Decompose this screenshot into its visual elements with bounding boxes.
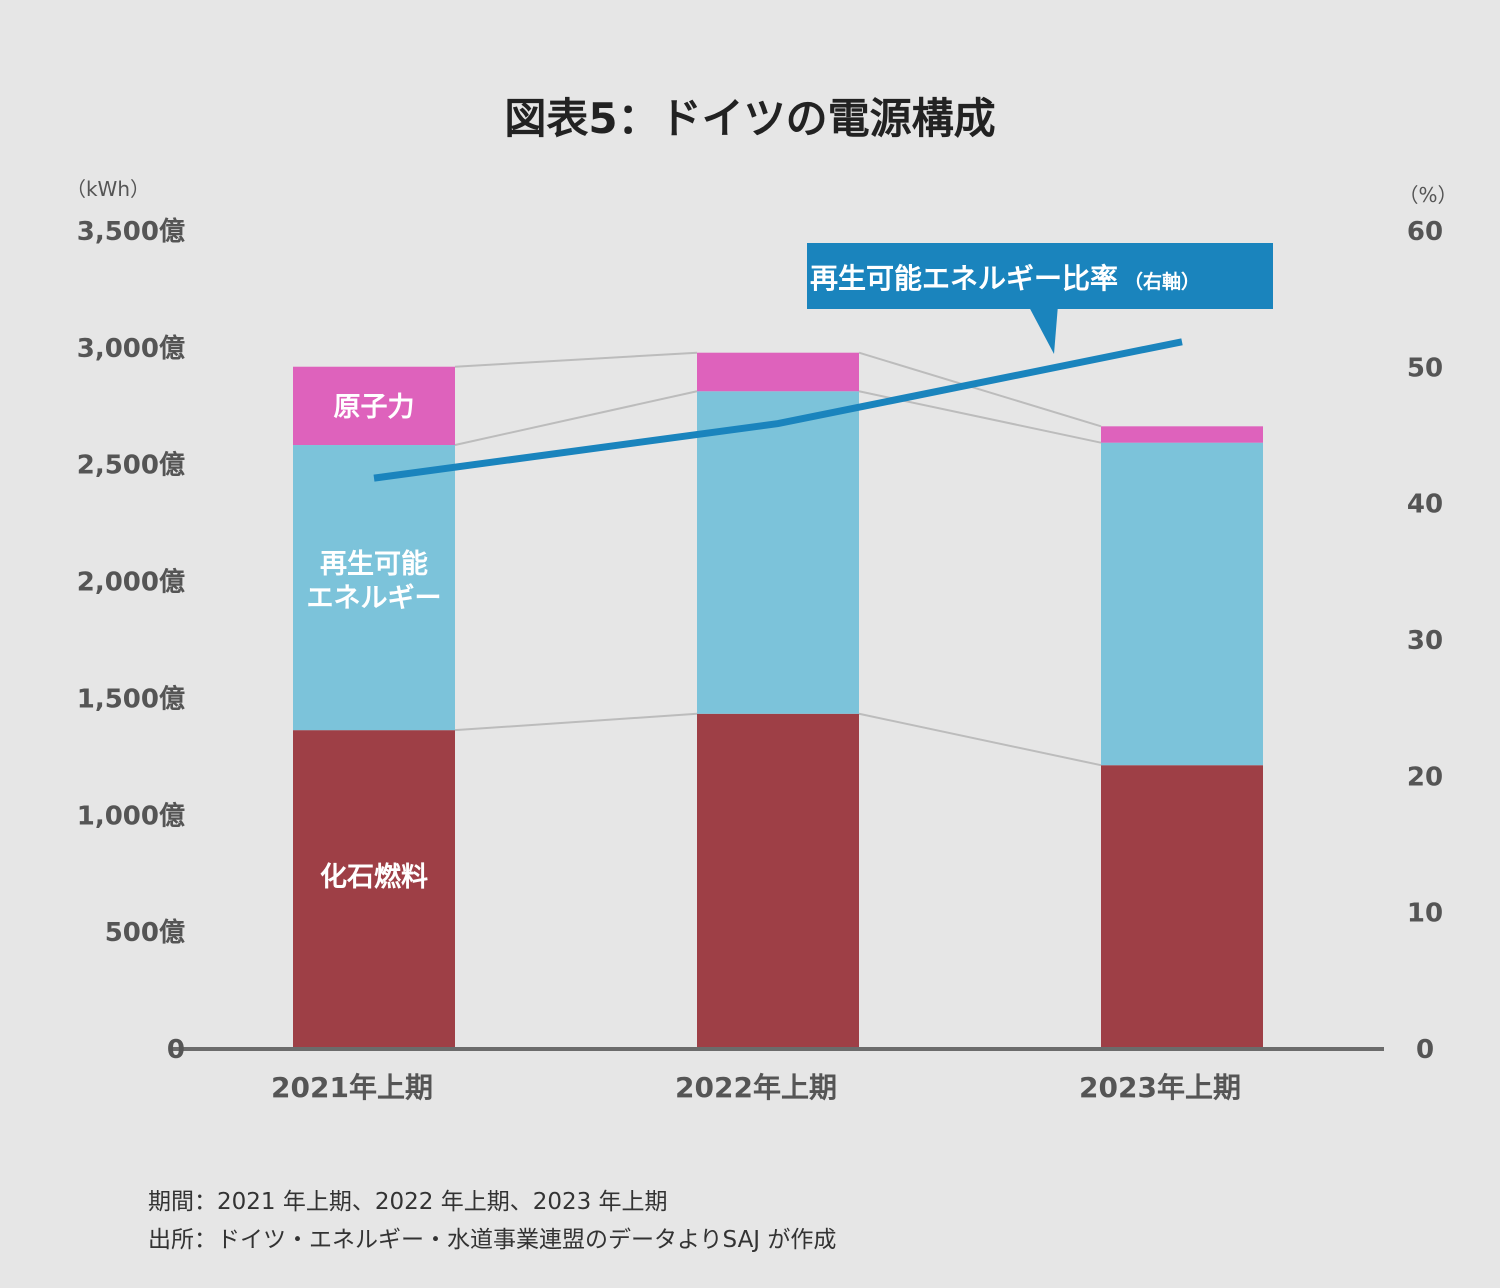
right-tick-label: 20 xyxy=(1407,762,1443,792)
right-tick-label: 10 xyxy=(1407,899,1443,929)
stacked-bars xyxy=(293,352,1263,1048)
bar-segment-nuclear xyxy=(697,352,859,392)
source-note: 出所：ドイツ・エネルギー・水道事業連盟のデータよりSAJ が作成 xyxy=(148,1227,837,1253)
bar-segment-fossil xyxy=(293,730,455,1048)
segment-labels: 化石燃料 再生可能エネルギー 原子力 xyxy=(307,392,442,893)
chart-title: 図表5：ドイツの電源構成 xyxy=(504,94,995,143)
left-axis-unit: （kWh） xyxy=(66,177,150,201)
connector-nuclear xyxy=(858,351,1102,428)
segment-label-fossil: 化石燃料 xyxy=(320,862,428,893)
connector-fossil xyxy=(454,712,698,732)
left-tick-label: 1,000億 xyxy=(77,801,185,831)
right-axis-ticks: 0 10 20 30 40 50 60 xyxy=(1407,217,1443,1065)
left-tick-label: 3,000億 xyxy=(77,334,185,364)
segment-label-nuclear: 原子力 xyxy=(334,392,415,423)
right-tick-label: 30 xyxy=(1407,626,1443,656)
left-tick-label: 2,500億 xyxy=(77,451,185,481)
bar-segment-nuclear xyxy=(293,366,455,446)
segment-label-line: 化石燃料 xyxy=(320,862,428,893)
connector-renewable xyxy=(454,390,698,446)
ratio-axis-note: （右軸） xyxy=(1124,270,1200,293)
period-note: 期間：2021 年上期、2022 年上期、2023 年上期 xyxy=(148,1189,668,1215)
left-tick-label: 2,000億 xyxy=(77,568,185,598)
left-axis-ticks: 0 500億 1,000億 1,500億 2,000億 2,500億 3,000億 3,500… xyxy=(77,217,185,1065)
left-tick-label: 1,500億 xyxy=(77,684,185,714)
bar-segment-nuclear xyxy=(1101,426,1263,443)
category-label: 2023年上期 xyxy=(1079,1071,1241,1104)
left-tick-label: 500億 xyxy=(105,918,185,948)
ratio-callout-box xyxy=(807,243,1273,309)
ratio-callout: 再生可能エネルギー比率 （右軸） xyxy=(807,243,1273,354)
left-tick-label: 0 xyxy=(167,1035,185,1065)
segment-label-line: エネルギー xyxy=(307,583,442,614)
left-tick-label: 3,500億 xyxy=(77,217,185,247)
right-tick-label: 50 xyxy=(1407,353,1443,383)
bar-segment-fossil xyxy=(1101,765,1263,1048)
category-label: 2021年上期 xyxy=(271,1071,433,1104)
right-tick-label: 60 xyxy=(1407,217,1443,247)
connector-nuclear xyxy=(454,351,698,368)
category-label: 2022年上期 xyxy=(675,1071,837,1104)
segment-label-line: 原子力 xyxy=(334,392,415,423)
renewable-ratio-line xyxy=(373,338,1183,482)
bar-segment-renewable xyxy=(697,391,859,714)
chart-notes: 期間：2021 年上期、2022 年上期、2023 年上期 出所：ドイツ・エネル… xyxy=(148,1183,836,1259)
bar-segment-renewable xyxy=(293,445,455,731)
category-labels: 2021年上期 2022年上期 2023年上期 xyxy=(271,1071,1241,1104)
bar-segment-renewable xyxy=(1101,442,1263,766)
right-tick-label: 40 xyxy=(1407,490,1443,520)
ratio-line-name: 再生可能エネルギー比率 xyxy=(810,262,1118,295)
bar-segment-fossil xyxy=(697,713,859,1048)
connector-fossil xyxy=(858,712,1102,767)
segment-label-line: 再生可能 xyxy=(320,548,428,580)
right-tick-label: 0 xyxy=(1416,1035,1434,1065)
segment-label-renewable: 再生可能エネルギー xyxy=(307,548,442,614)
right-axis-unit: （%） xyxy=(1398,183,1457,207)
ratio-callout-label: 再生可能エネルギー比率 （右軸） xyxy=(810,262,1200,295)
ratio-callout-pointer xyxy=(1028,305,1058,354)
